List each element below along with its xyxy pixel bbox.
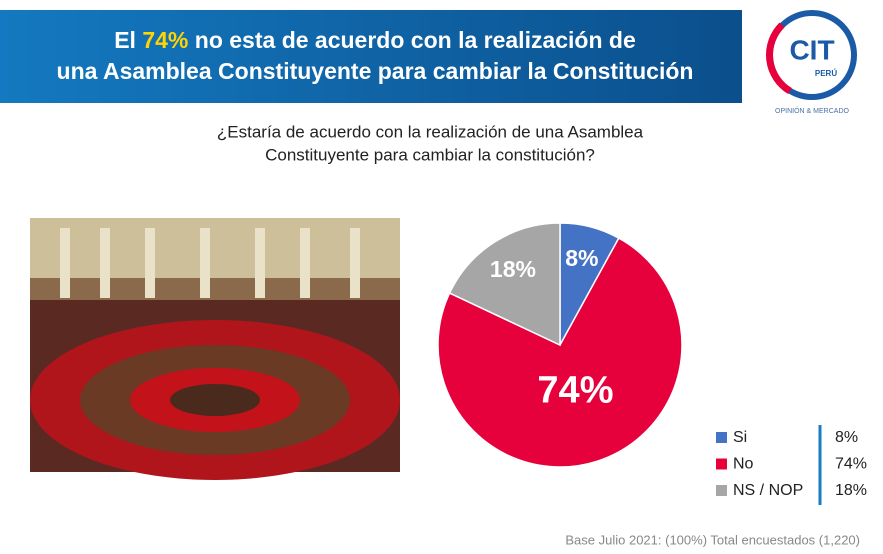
legend-label: No <box>733 456 754 473</box>
legend: Si 8% No 74% NS / NOP 18% <box>716 429 867 499</box>
photo <box>30 218 400 480</box>
slice-label: 8% <box>565 245 598 271</box>
legend-value: 74% <box>835 456 867 473</box>
title-line-2: una Asamblea Constituyente para cambiar … <box>57 58 694 84</box>
question: ¿Estaría de acuerdo con la realización d… <box>217 122 644 141</box>
legend-swatch <box>716 458 727 470</box>
legend-value: 18% <box>835 482 867 499</box>
legend-label: Si <box>733 429 747 446</box>
title-text: El <box>114 27 136 53</box>
footer: Base Julio 2021: (100%) Total encuestado… <box>565 532 860 547</box>
title-text: no esta de acuerdo con la realización de <box>195 27 636 53</box>
title-highlight: 74% <box>142 27 188 53</box>
legend-swatch <box>716 432 727 443</box>
logo-name: CIT <box>789 34 834 65</box>
pie-slice <box>437 237 683 468</box>
logo-country: PERÚ <box>815 69 837 78</box>
logo-tagline: OPINIÓN & MERCADO <box>775 106 849 115</box>
title-line-1: El 74% no esta de acuerdo con la realiza… <box>114 27 636 53</box>
logo: CIT PERÚ OPINIÓN & MERCADO <box>766 10 857 115</box>
logo-ring-accent <box>766 22 792 95</box>
legend-swatch <box>716 485 727 496</box>
title-banner <box>0 10 742 103</box>
pie-slice <box>448 222 561 347</box>
legend-label: NS / NOP <box>733 482 803 499</box>
question: Constituyente para cambiar la constituci… <box>265 145 595 164</box>
slice-label: 18% <box>490 256 536 282</box>
legend-value: 8% <box>835 429 858 446</box>
pie-chart: 8% 74% 18% <box>437 222 683 468</box>
slice-label: 74% <box>537 370 613 412</box>
